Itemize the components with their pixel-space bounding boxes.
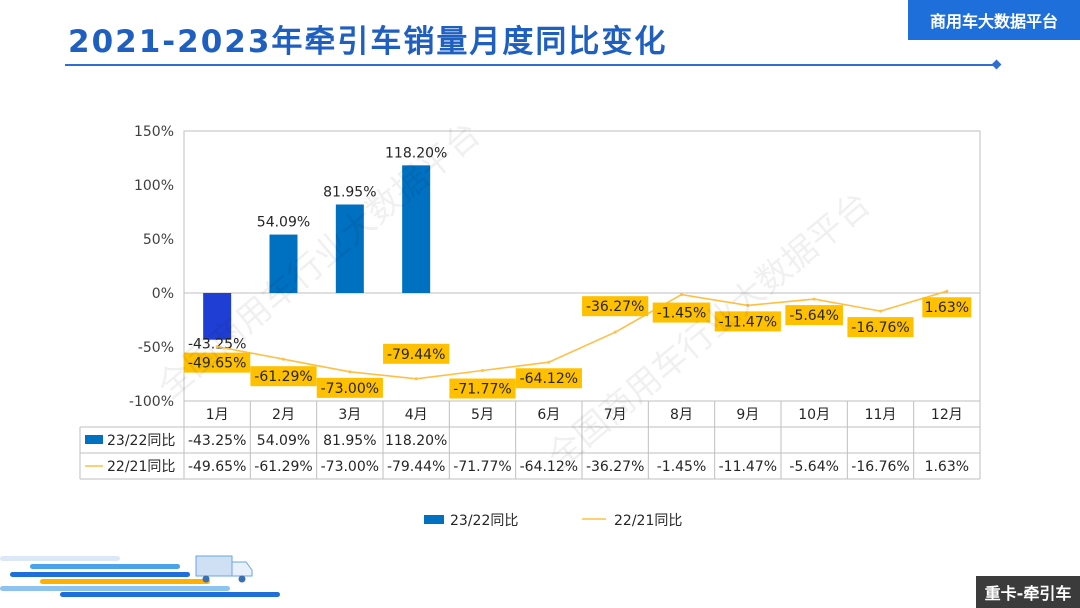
line-data-label: -79.44% bbox=[387, 347, 445, 363]
line-data-label: -64.12% bbox=[520, 371, 578, 387]
bar bbox=[203, 293, 232, 340]
line-data-label-box bbox=[250, 366, 317, 387]
banner-stripe bbox=[60, 592, 280, 597]
line-data-label: -11.47% bbox=[719, 314, 777, 330]
table-cell: -79.44% bbox=[387, 459, 445, 475]
table-cell: -36.27% bbox=[586, 459, 644, 475]
brand-badge: 商用车大数据平台 bbox=[908, 0, 1080, 40]
line-point bbox=[746, 303, 750, 307]
y-tick-label: 50% bbox=[143, 232, 174, 248]
line-data-label: -73.00% bbox=[321, 381, 379, 397]
line-data-label: 1.63% bbox=[925, 300, 969, 316]
line-data-label-box bbox=[652, 302, 711, 323]
line-data-label: -36.27% bbox=[586, 299, 644, 315]
page-title: 2021-2023年牵引车销量月度同比变化 bbox=[68, 24, 668, 60]
watermark-text: 全国商用车行业大数据平台 bbox=[540, 184, 878, 477]
x-tick-label: 5月 bbox=[471, 407, 494, 423]
table-cell: 54.09% bbox=[257, 433, 310, 449]
table-cell: 118.20% bbox=[385, 433, 447, 449]
line-data-label: -71.77% bbox=[453, 382, 511, 398]
y-tick-label: -50% bbox=[138, 340, 174, 356]
line-point bbox=[282, 357, 285, 361]
line-point bbox=[613, 330, 617, 334]
y-tick-label: 0% bbox=[152, 286, 174, 302]
table-cell: -61.29% bbox=[254, 459, 312, 475]
x-tick-label: 2月 bbox=[272, 407, 295, 423]
legend-key-bar bbox=[424, 515, 444, 524]
table-cell: -64.12% bbox=[520, 459, 578, 475]
table-row-header: 22/21同比 bbox=[107, 459, 175, 475]
bar-data-label: 81.95% bbox=[323, 184, 376, 200]
table-legend-key-bar bbox=[85, 435, 103, 444]
line-data-label-box bbox=[383, 343, 450, 364]
table-cell: -43.25% bbox=[188, 433, 246, 449]
table-cell: 1.63% bbox=[925, 459, 969, 475]
table-cell: -5.64% bbox=[789, 459, 839, 475]
x-tick-label: 7月 bbox=[604, 407, 627, 423]
bar-data-label: 118.20% bbox=[385, 145, 447, 161]
line-data-label-box bbox=[785, 305, 843, 326]
x-tick-label: 9月 bbox=[736, 407, 759, 423]
x-tick-label: 10月 bbox=[798, 407, 830, 423]
table-cell: -16.76% bbox=[851, 459, 909, 475]
line-point bbox=[879, 309, 882, 313]
bar-data-label: 54.09% bbox=[257, 215, 310, 231]
line-data-label: -16.76% bbox=[851, 320, 909, 336]
line-point bbox=[215, 345, 219, 349]
line-data-label-box bbox=[184, 352, 251, 373]
banner-stripe bbox=[40, 579, 210, 584]
decorative-truck-banner bbox=[0, 548, 290, 598]
y-tick-label: 150% bbox=[134, 124, 174, 140]
line-data-label: -49.65% bbox=[188, 356, 246, 372]
x-tick-label: 12月 bbox=[931, 407, 963, 423]
line-data-label-box bbox=[922, 297, 972, 318]
footer-tag: 重卡-牵引车 bbox=[976, 576, 1080, 608]
x-tick-label: 4月 bbox=[405, 407, 428, 423]
banner-stripe bbox=[10, 572, 190, 577]
line-point bbox=[945, 289, 949, 293]
line-data-label-box bbox=[714, 311, 781, 332]
bar bbox=[335, 204, 364, 293]
truck-icon bbox=[195, 555, 253, 583]
line-point bbox=[680, 293, 683, 297]
line-data-label: -1.45% bbox=[657, 306, 707, 322]
x-tick-label: 11月 bbox=[865, 407, 897, 423]
x-tick-label: 1月 bbox=[206, 407, 229, 423]
banner-stripe bbox=[30, 564, 180, 569]
legend-label: 22/21同比 bbox=[614, 513, 682, 529]
y-tick-label: -100% bbox=[129, 394, 174, 410]
table-cell: -1.45% bbox=[657, 459, 707, 475]
line-series bbox=[217, 290, 948, 380]
title-divider bbox=[65, 64, 998, 66]
table-cell: -49.65% bbox=[188, 459, 246, 475]
bar bbox=[402, 165, 431, 293]
line-data-label-box bbox=[847, 317, 914, 338]
line-point bbox=[547, 360, 551, 364]
line-point bbox=[348, 370, 352, 374]
table-cell: -73.00% bbox=[321, 459, 379, 475]
line-data-label: -5.64% bbox=[789, 308, 839, 324]
table-cell: -11.47% bbox=[719, 459, 777, 475]
table-cell: 81.95% bbox=[323, 433, 376, 449]
banner-stripe bbox=[0, 556, 120, 561]
table-row-header: 23/22同比 bbox=[107, 433, 175, 449]
banner-stripe bbox=[0, 586, 230, 591]
bar bbox=[269, 234, 298, 293]
table-cell: -71.77% bbox=[453, 459, 511, 475]
line-data-label-box bbox=[316, 377, 383, 398]
line-point bbox=[812, 297, 816, 301]
x-tick-label: 6月 bbox=[537, 407, 560, 423]
line-data-label-box bbox=[449, 378, 516, 399]
y-tick-label: 100% bbox=[134, 178, 174, 194]
line-point bbox=[481, 369, 484, 373]
line-point bbox=[414, 377, 418, 381]
line-data-label: -61.29% bbox=[254, 369, 312, 385]
x-tick-label: 8月 bbox=[670, 407, 693, 423]
x-tick-label: 3月 bbox=[338, 407, 361, 423]
legend-label: 23/22同比 bbox=[450, 513, 518, 529]
line-data-label-box bbox=[515, 368, 582, 389]
line-data-label-box bbox=[582, 296, 649, 317]
